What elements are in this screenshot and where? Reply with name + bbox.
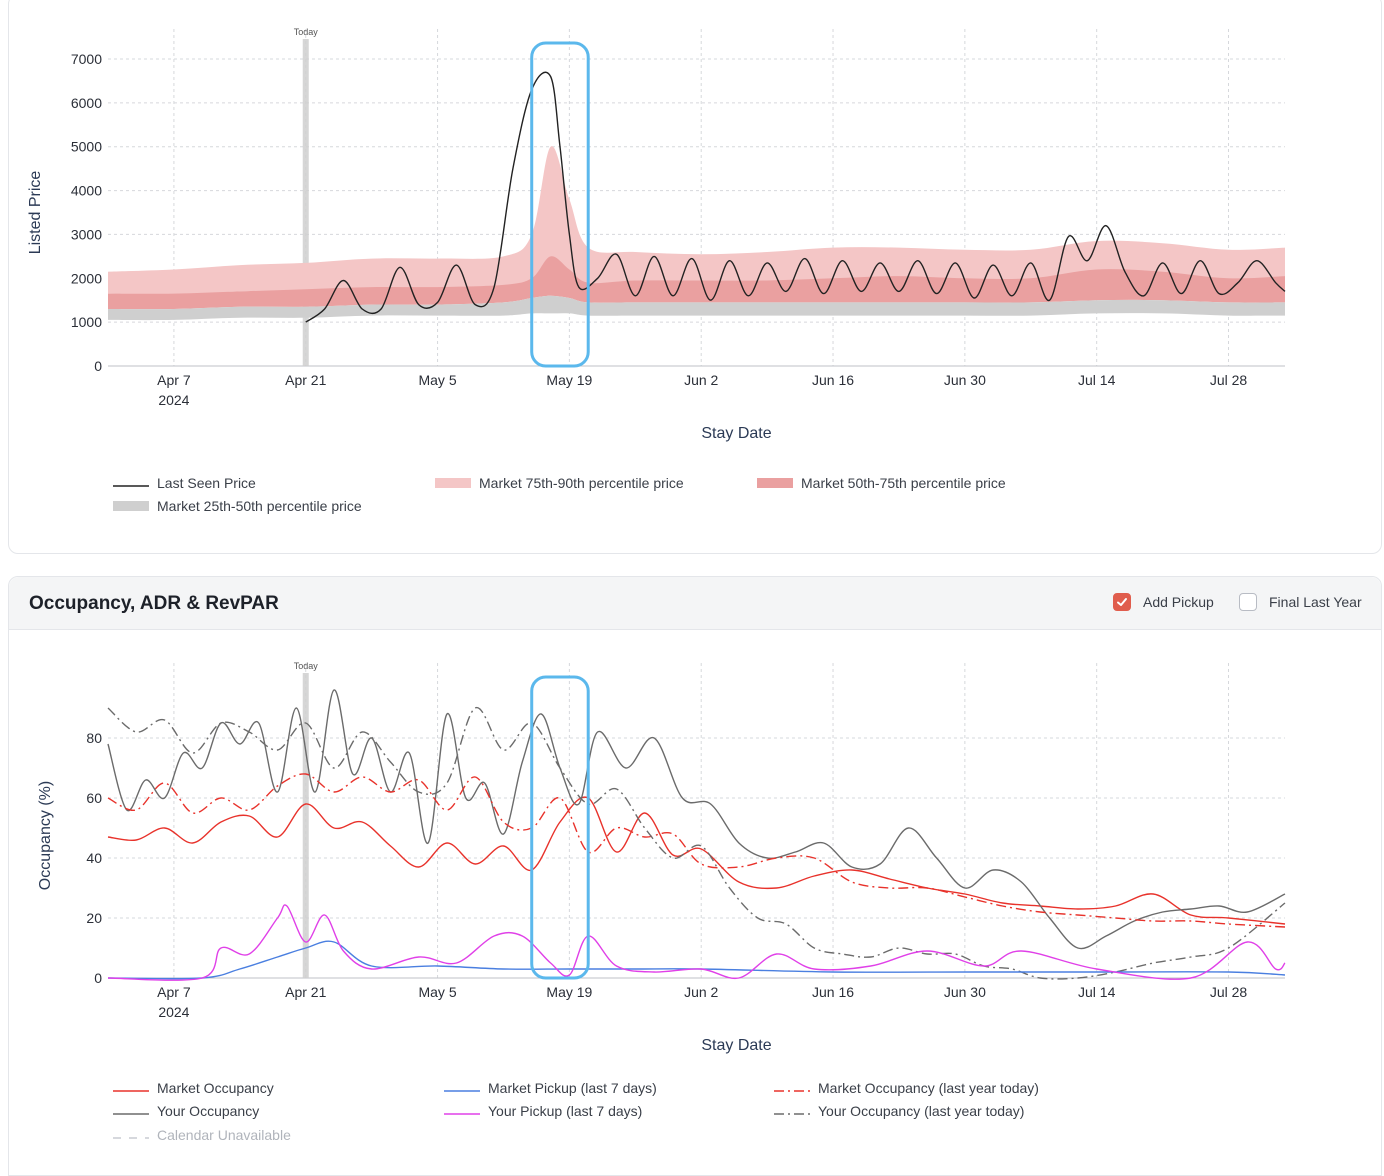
- legend-label: Market 25th-50th percentile price: [157, 498, 362, 514]
- y-tick-label: 5000: [71, 139, 102, 155]
- price-chart[interactable]: Today 0 1000 2000 3000 4000 5000 6000 7000 Apr 7 2…: [0, 0, 1384, 560]
- legend-swatch-line: [113, 1083, 149, 1093]
- x-tick-label: Jul 28: [1210, 984, 1248, 1000]
- x-axis-title: Stay Date: [701, 425, 771, 442]
- y-tick-label: 80: [86, 730, 102, 746]
- legend-label: Your Occupancy (last year today): [818, 1103, 1025, 1119]
- x-tick-label: Jul 14: [1078, 984, 1116, 1000]
- section-title: Occupancy, ADR & RevPAR: [29, 593, 279, 614]
- legend-label: Your Occupancy: [157, 1103, 260, 1119]
- today-marker: [302, 39, 309, 366]
- legend-swatch-band: [757, 478, 793, 488]
- legend-swatch-dashed: [113, 1130, 149, 1140]
- checkbox-unchecked-icon[interactable]: [1239, 593, 1257, 611]
- y-tick-label: 20: [86, 910, 102, 926]
- series-line-market-occupancy-last-year-today-: [107, 773, 1286, 928]
- y-axis-title: Occupancy (%): [37, 781, 54, 890]
- series-line-last-seen-price: [305, 71, 1286, 323]
- today-marker: [302, 673, 309, 978]
- legend-label: Market Occupancy: [157, 1080, 274, 1096]
- y-axis-title: Listed Price: [27, 171, 44, 255]
- x-tick-label: Apr 21: [285, 372, 326, 388]
- checkbox-checked-icon[interactable]: [1113, 593, 1131, 611]
- x-tick-label: Apr 21: [285, 984, 326, 1000]
- x-tick-label: Jun 16: [812, 984, 854, 1000]
- legend-label: Your Pickup (last 7 days): [488, 1103, 643, 1119]
- series-line-your-occupancy-last-year-today-: [107, 707, 1286, 980]
- legend-calendar-unavailable[interactable]: Calendar Unavailable: [113, 1127, 291, 1143]
- add-pickup-checkbox[interactable]: Add Pickup: [1113, 593, 1214, 611]
- y-tick-label: 6000: [71, 95, 102, 111]
- legend-label: Market 50th-75th percentile price: [801, 475, 1006, 491]
- x-tick-label: May 19: [546, 984, 592, 1000]
- legend-swatch-dashdot: [774, 1106, 810, 1116]
- y-tick-label: 1000: [71, 314, 102, 330]
- y-tick-label: 0: [94, 358, 102, 374]
- occupancy-header: Occupancy, ADR & RevPAR Add Pickup Final…: [9, 577, 1381, 630]
- today-label: Today: [294, 661, 319, 671]
- highlight-box: [530, 675, 590, 980]
- highlight-box: [530, 41, 590, 368]
- series-line-your-pickup-last-7-days-: [107, 904, 1286, 981]
- x-tick-label: Jun 30: [944, 984, 986, 1000]
- y-tick-label: 40: [86, 850, 102, 866]
- legend-label: Market 75th-90th percentile price: [479, 475, 684, 491]
- legend-swatch-band: [435, 478, 471, 488]
- x-tick-label: Jul 14: [1078, 372, 1116, 388]
- legend-your-occupancy[interactable]: Your Occupancy: [113, 1103, 259, 1119]
- legend-market-occupancy[interactable]: Market Occupancy: [113, 1080, 274, 1096]
- y-tick-label: 0: [94, 970, 102, 986]
- x-tick-sublabel: 2024: [158, 1004, 189, 1020]
- legend-swatch-dashdot: [774, 1083, 810, 1093]
- x-axis-title: Stay Date: [701, 1037, 771, 1054]
- add-pickup-label: Add Pickup: [1143, 594, 1214, 610]
- x-tick-label: Jun 30: [944, 372, 986, 388]
- legend-label: Market Pickup (last 7 days): [488, 1080, 657, 1096]
- legend-label: Calendar Unavailable: [157, 1127, 291, 1143]
- band-market-25th-50th-percentile-price: [108, 295, 1285, 321]
- x-tick-label: May 5: [418, 984, 456, 1000]
- band-market-50th-75th-percentile-price: [108, 256, 1285, 310]
- x-tick-label: Apr 7: [157, 984, 191, 1000]
- legend-swatch-line: [113, 1106, 149, 1116]
- legend-75-90[interactable]: Market 75th-90th percentile price: [435, 475, 684, 491]
- final-last-year-label: Final Last Year: [1269, 594, 1362, 610]
- band-market-75th-90th-percentile-price: [108, 146, 1285, 296]
- x-tick-label: Jun 2: [684, 984, 718, 1000]
- legend-25-50[interactable]: Market 25th-50th percentile price: [113, 498, 362, 514]
- legend-label: Last Seen Price: [157, 475, 256, 491]
- x-tick-label: Jun 16: [812, 372, 854, 388]
- legend-your-occupancy-ly[interactable]: Your Occupancy (last year today): [774, 1103, 1024, 1119]
- legend-50-75[interactable]: Market 50th-75th percentile price: [757, 475, 1006, 491]
- series-line-your-occupancy: [107, 689, 1286, 950]
- legend-label: Market Occupancy (last year today): [818, 1080, 1039, 1096]
- x-tick-label: Apr 7: [157, 372, 191, 388]
- legend-market-pickup[interactable]: Market Pickup (last 7 days): [444, 1080, 657, 1096]
- today-label: Today: [294, 27, 319, 37]
- legend-swatch-line: [113, 478, 149, 488]
- y-tick-label: 7000: [71, 51, 102, 67]
- x-tick-label: Jun 2: [684, 372, 718, 388]
- x-tick-label: May 19: [546, 372, 592, 388]
- legend-swatch-line: [444, 1106, 480, 1116]
- x-tick-label: Jul 28: [1210, 372, 1248, 388]
- y-tick-label: 4000: [71, 183, 102, 199]
- y-tick-label: 2000: [71, 270, 102, 286]
- occupancy-card: Occupancy, ADR & RevPAR Add Pickup Final…: [8, 576, 1382, 1176]
- x-tick-sublabel: 2024: [158, 392, 189, 408]
- series-line-market-pickup-last-7-days-: [107, 940, 1286, 980]
- legend-swatch-line: [444, 1083, 480, 1093]
- final-last-year-checkbox[interactable]: Final Last Year: [1239, 593, 1362, 611]
- legend-your-pickup[interactable]: Your Pickup (last 7 days): [444, 1103, 642, 1119]
- legend-last-seen-price[interactable]: Last Seen Price: [113, 475, 256, 491]
- legend-swatch-band: [113, 501, 149, 511]
- y-tick-label: 60: [86, 790, 102, 806]
- y-tick-label: 3000: [71, 226, 102, 242]
- gridlines: [108, 663, 1285, 978]
- x-tick-label: May 5: [418, 372, 456, 388]
- legend-market-occupancy-ly[interactable]: Market Occupancy (last year today): [774, 1080, 1039, 1096]
